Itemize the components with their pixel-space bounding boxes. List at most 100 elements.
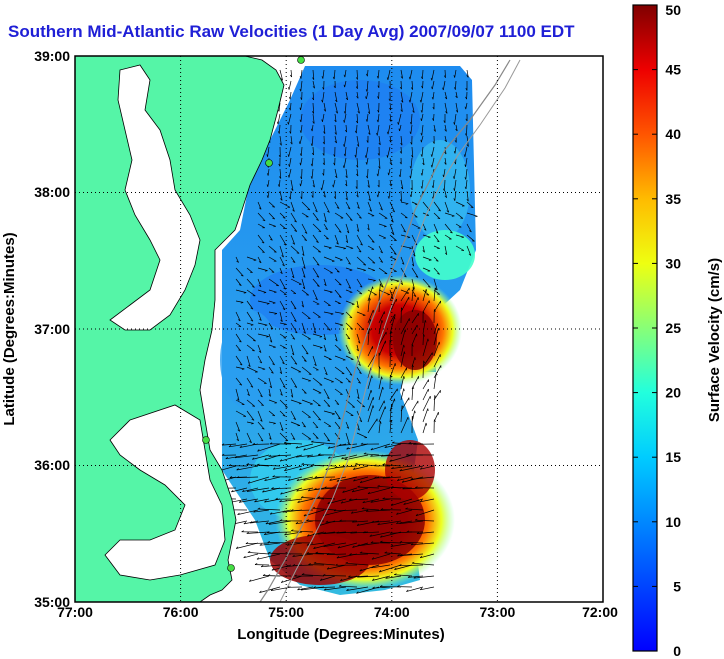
velocity-vector-head <box>356 194 359 198</box>
velocity-vector-head <box>390 420 393 423</box>
velocity-vector <box>333 509 358 512</box>
velocity-vector-head <box>247 550 251 553</box>
velocity-vector <box>267 146 270 157</box>
velocity-vector <box>290 311 297 322</box>
velocity-vector-head <box>396 280 400 283</box>
velocity-vector <box>410 124 413 134</box>
velocity-vector <box>387 124 391 135</box>
velocity-vector <box>454 69 457 78</box>
velocity-vector <box>367 190 371 201</box>
velocity-vector-head <box>430 164 433 168</box>
velocity-vector-head <box>272 467 276 470</box>
velocity-vector-head <box>357 341 361 344</box>
velocity-vector-head <box>338 296 342 298</box>
velocity-vector <box>464 146 468 157</box>
velocity-vector-head <box>259 590 262 593</box>
velocity-vector <box>267 168 270 176</box>
velocity-vector <box>288 146 292 157</box>
velocity-vector <box>228 443 248 448</box>
velocity-vector-head <box>333 154 336 157</box>
velocity-vector-head <box>356 591 359 594</box>
velocity-vector-head <box>329 247 332 249</box>
velocity-vector <box>378 157 381 169</box>
velocity-vector <box>246 421 254 424</box>
x-tick-label: 75:00 <box>268 604 304 620</box>
velocity-vector-head <box>410 453 413 456</box>
velocity-vector <box>277 113 281 125</box>
velocity-vector-head <box>366 140 369 143</box>
velocity-vector <box>444 234 452 240</box>
velocity-vector-head <box>409 165 412 169</box>
velocity-vector <box>378 135 381 145</box>
velocity-vector <box>455 212 464 219</box>
velocity-vector-head <box>300 97 303 100</box>
velocity-vector <box>400 91 404 103</box>
velocity-vector <box>345 333 351 340</box>
colorbar-tick-label: 45 <box>665 62 681 78</box>
velocity-vector <box>312 102 315 114</box>
velocity-vector-head <box>466 75 469 78</box>
velocity-vector <box>455 201 465 207</box>
velocity-vector-head <box>303 513 306 517</box>
velocity-vector <box>268 212 275 220</box>
velocity-vector-head <box>299 130 302 133</box>
velocity-vector-head <box>420 76 423 80</box>
velocity-vector <box>323 311 334 315</box>
velocity-vector-head <box>334 140 337 144</box>
velocity-vector-head <box>341 313 345 315</box>
velocity-vector-head <box>453 176 455 179</box>
velocity-vector <box>235 388 240 401</box>
velocity-vector-head <box>259 361 262 364</box>
velocity-vector <box>455 91 458 98</box>
velocity-vector-head <box>412 364 414 368</box>
velocity-vector <box>301 355 307 362</box>
velocity-vector-head <box>409 131 412 135</box>
velocity-vector-head <box>264 324 268 327</box>
velocity-vector <box>323 399 331 407</box>
velocity-vector <box>433 212 441 219</box>
velocity-vector <box>400 69 403 79</box>
velocity-vector-head <box>380 535 383 538</box>
velocity-vector <box>288 476 303 481</box>
velocity-vector-head <box>303 425 306 428</box>
velocity-vector <box>389 102 392 111</box>
velocity-vector <box>246 256 257 261</box>
velocity-vector <box>257 201 262 210</box>
velocity-vector <box>411 313 419 324</box>
velocity-vector <box>307 454 325 458</box>
velocity-vector-head <box>303 331 306 334</box>
velocity-vector-head <box>333 162 336 166</box>
velocity-vector <box>422 157 425 166</box>
velocity-vector <box>391 498 413 506</box>
velocity-vector <box>405 508 424 511</box>
velocity-vector <box>353 476 369 482</box>
velocity-vector-head <box>401 480 405 483</box>
velocity-vector-head <box>381 320 384 323</box>
velocity-vector-head <box>420 186 423 189</box>
velocity-vector <box>327 443 347 449</box>
velocity-vector-head <box>280 319 283 322</box>
velocity-vector <box>268 344 276 348</box>
velocity-vector <box>265 520 281 525</box>
velocity-vector <box>268 454 292 457</box>
velocity-vector <box>334 168 338 178</box>
velocity-vector-head <box>387 196 390 199</box>
velocity-vector-head <box>427 338 429 342</box>
velocity-vector-head <box>248 364 251 367</box>
velocity-vector-head <box>403 376 405 379</box>
velocity-vector-head <box>322 573 326 576</box>
velocity-vector-head <box>288 164 290 167</box>
bay-water <box>109 64 201 331</box>
velocity-vector-head <box>252 457 255 460</box>
velocity-vector-head <box>289 131 292 134</box>
velocity-vector <box>312 278 320 287</box>
velocity-vector <box>253 509 270 513</box>
velocity-vector <box>246 487 270 492</box>
velocity-vector <box>312 234 319 243</box>
velocity-vector <box>411 80 414 90</box>
velocity-vector <box>380 541 402 544</box>
velocity-vector <box>378 421 381 434</box>
velocity-vector <box>279 498 303 503</box>
velocity-vector-head <box>379 301 382 305</box>
velocity-vector-head <box>266 195 269 198</box>
